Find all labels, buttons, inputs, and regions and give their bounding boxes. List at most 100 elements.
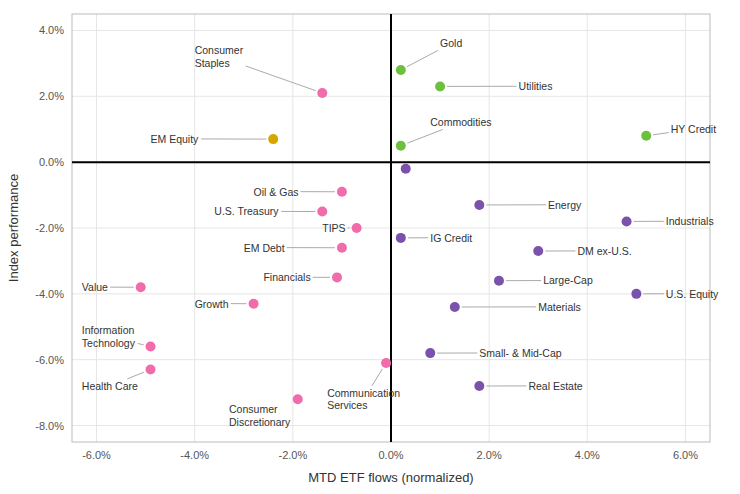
leader-line xyxy=(643,293,663,294)
point xyxy=(268,134,278,144)
x-tick-label: -4.0% xyxy=(180,449,209,461)
leader-line xyxy=(290,401,292,402)
point xyxy=(146,365,156,375)
annotation: Oil & Gas xyxy=(254,186,299,198)
point xyxy=(352,223,362,233)
annotations: Gold Utilities Commodities HY Credit Consume… xyxy=(82,37,719,427)
grid xyxy=(72,14,710,442)
leader-line xyxy=(313,277,330,278)
point xyxy=(293,394,303,404)
annotation-line: EM Debt xyxy=(244,242,285,254)
chart: -6.0% -4.0% -2.0% 0.0% 2.0% 4.0% 6.0% -8.0% -6.0… xyxy=(0,0,740,494)
y-tick-label: 2.0% xyxy=(39,90,64,102)
annotation: Utilities xyxy=(519,80,553,92)
annotation: Commodities xyxy=(430,116,491,128)
point xyxy=(401,164,411,174)
annotation-line: Materials xyxy=(538,301,581,313)
x-axis-label: MTD ETF flows (normalized) xyxy=(308,470,473,485)
annotation: Industrials xyxy=(666,215,714,227)
leader-line xyxy=(407,50,438,66)
annotation: HY Credit xyxy=(671,123,716,135)
leader-line xyxy=(110,287,134,288)
point xyxy=(317,88,327,98)
annotation-line: Oil & Gas xyxy=(254,186,299,198)
annotation: U.S. Equity xyxy=(666,288,719,300)
annotation: ConsumerStaples xyxy=(195,44,244,69)
point xyxy=(317,207,327,217)
annotation-line: IG Credit xyxy=(430,232,472,244)
leader-line xyxy=(407,129,442,143)
x-tick-label: -2.0% xyxy=(278,449,307,461)
point xyxy=(631,289,641,299)
annotation: Growth xyxy=(195,298,229,310)
annotation-line: Value xyxy=(82,281,108,293)
leader-line xyxy=(246,66,316,91)
point xyxy=(396,233,406,243)
annotation: IG Credit xyxy=(430,232,472,244)
annotation-line: EM Equity xyxy=(151,133,200,145)
y-tick-label: -2.0% xyxy=(35,222,64,234)
x-tick-label: 4.0% xyxy=(575,449,600,461)
plot-frame xyxy=(72,14,710,442)
leader-line xyxy=(231,303,247,304)
point xyxy=(494,276,504,286)
y-tick-label: -8.0% xyxy=(35,420,64,432)
point xyxy=(474,381,484,391)
annotation: DM ex-U.S. xyxy=(577,245,631,257)
x-tick-label: 0.0% xyxy=(378,449,403,461)
annotation: EM Debt xyxy=(244,242,285,254)
leader-line xyxy=(462,306,536,307)
annotation-line: Growth xyxy=(195,298,229,310)
annotation-line: U.S. Equity xyxy=(666,288,719,300)
annotation-line: Gold xyxy=(440,37,462,49)
point xyxy=(533,246,543,256)
x-tick-label: 6.0% xyxy=(673,449,698,461)
leader-line xyxy=(127,372,144,379)
leader-line xyxy=(634,221,664,222)
annotation-line: DM ex-U.S. xyxy=(577,245,631,257)
annotation-line: TIPS xyxy=(322,222,345,234)
leader-line xyxy=(348,227,350,228)
leader-line xyxy=(301,191,335,192)
leader-line xyxy=(486,385,526,386)
annotation: Energy xyxy=(548,199,582,211)
leader-line xyxy=(281,211,315,212)
annotation-line: Real Estate xyxy=(528,380,582,392)
zero-line-x xyxy=(390,14,392,442)
annotation: Large-Cap xyxy=(543,274,593,286)
point xyxy=(396,141,406,151)
annotation-line: Technology xyxy=(82,337,136,349)
annotation: Materials xyxy=(538,301,581,313)
annotation: Value xyxy=(82,281,108,293)
annotation: CommunicationServices xyxy=(327,387,400,412)
annotation: Real Estate xyxy=(528,380,582,392)
leader-line xyxy=(545,250,575,251)
leader-line xyxy=(287,247,335,248)
leader-line xyxy=(437,353,477,354)
point xyxy=(381,358,391,368)
annotation-line: Consumer xyxy=(195,44,244,56)
leader-line xyxy=(653,133,669,135)
leader-line xyxy=(408,237,428,238)
tick-labels: -6.0% -4.0% -2.0% 0.0% 2.0% 4.0% 6.0% -8.0% -6.0… xyxy=(35,24,698,461)
annotation-line: Staples xyxy=(195,57,230,69)
annotation: Small- & Mid-Cap xyxy=(479,347,561,359)
annotation: U.S. Treasury xyxy=(214,205,279,217)
y-tick-label: -4.0% xyxy=(35,288,64,300)
grid-line-x xyxy=(391,14,392,442)
x-tick-label: -6.0% xyxy=(82,449,111,461)
annotation-line: U.S. Treasury xyxy=(214,205,279,217)
annotation-line: Commodities xyxy=(430,116,491,128)
x-tick-label: 2.0% xyxy=(477,449,502,461)
annotation: Health Care xyxy=(82,380,138,392)
y-axis-label: Index performance xyxy=(6,174,21,282)
y-tick-label: 4.0% xyxy=(39,24,64,36)
annotation-line: Energy xyxy=(548,199,582,211)
annotation: ConsumerDiscretionary xyxy=(229,403,291,428)
point xyxy=(641,131,651,141)
annotation-line: Large-Cap xyxy=(543,274,593,286)
background xyxy=(0,0,740,494)
y-tick-label: -6.0% xyxy=(35,354,64,366)
annotation-line: Information xyxy=(82,324,135,336)
point xyxy=(249,299,259,309)
